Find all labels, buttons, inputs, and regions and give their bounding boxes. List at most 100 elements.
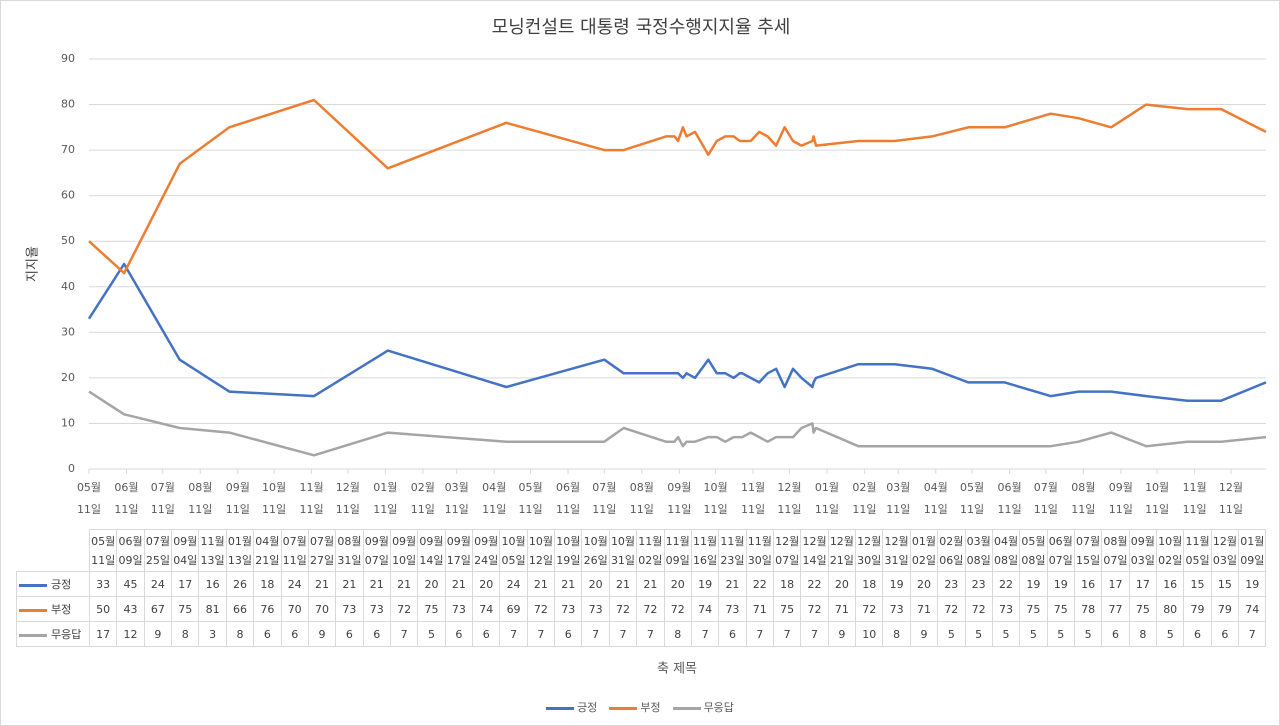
table-cell: 7 [800,621,829,647]
legend-key [19,608,47,612]
table-cell: 6 [1210,621,1240,647]
table-cell: 71 [909,596,939,622]
column-header: 05월 11일 [88,529,118,572]
table-cell: 18 [772,571,802,597]
row-header: 긍정 [16,571,90,597]
legend-key [19,633,47,637]
table-cell: 21 [444,571,474,597]
x-tick-label: 07월 11일 [150,481,175,516]
table-cell: 6 [1101,621,1130,647]
table-cell: 3 [198,621,227,647]
y-tick-label: 20 [61,371,75,384]
table-cell: 75 [1046,596,1075,622]
table-cell: 8 [882,621,911,647]
table-cell: 5 [1046,621,1075,647]
column-header: 07월 15일 [1073,529,1103,572]
table-cell: 6 [362,621,391,647]
table-row: 부정 50 43 67 75 81 66 76 70 70 73 73 72 75 73 74 69 72 73 73… [16,596,1267,622]
y-tick-label: 90 [61,52,75,65]
table-cell: 72 [526,596,556,622]
x-tick-label: 11월 11일 [299,481,324,516]
column-header: 10월 19일 [554,529,583,572]
table-cell: 17 [1101,571,1130,597]
table-cell: 5 [417,621,446,647]
table-cell: 22 [800,571,829,597]
column-header: 04월 21일 [253,529,282,572]
table-cell: 5 [1073,621,1103,647]
column-header: 11월 09일 [663,529,692,572]
table-cell: 50 [88,596,118,622]
table-cell: 18 [855,571,884,597]
x-tick-label: 06월 11일 [997,481,1022,516]
table-cell: 74 [1238,596,1267,622]
legend-item: 긍정 [546,701,597,714]
table-cell: 17 [88,621,118,647]
column-header: 09월 10일 [389,529,419,572]
table-cell: 6 [718,621,747,647]
column-header: 10월 05일 [499,529,528,572]
table-cell: 7 [1238,621,1267,647]
column-header: 10월 26일 [581,529,610,572]
legend-key [609,706,638,710]
column-header: 07월 27일 [307,529,337,572]
table-cell: 7 [581,621,610,647]
table-cell: 8 [1128,621,1158,647]
table-cell: 72 [663,596,692,622]
table-cell: 5 [991,621,1021,647]
table-cell: 9 [909,621,939,647]
legend: 긍정 부정 무응답 [1,699,1279,715]
table-cell: 18 [253,571,282,597]
column-header: 02월 06일 [937,529,966,572]
table-cell: 24 [280,571,309,597]
table-cell: 23 [964,571,993,597]
table-cell: 7 [526,621,556,647]
legend-label: 부정 [640,701,661,714]
table-cell: 10 [855,621,884,647]
table-cell: 21 [335,571,364,597]
column-header: 03월 08일 [964,529,993,572]
table-cell: 72 [937,596,966,622]
table-cell: 73 [581,596,610,622]
column-header: 01월 09일 [1238,529,1267,572]
table-cell: 72 [389,596,419,622]
table-cell: 75 [1019,596,1048,622]
table-cell: 81 [198,596,227,622]
legend-item: 무응답 [672,701,734,714]
x-tick-label: 07월 11일 [1033,481,1058,516]
y-tick-label: 10 [61,416,75,429]
x-tick-label: 02월 11일 [852,481,877,516]
table-cell: 6 [253,621,282,647]
table-row: 무응답 17 12 9 8 3 8 6 6 9 6 6 7 5 6 6 7 7 6 7 7 7 8 7 6 7 7 7 9 10 8 9 5 5 5… [16,621,1267,647]
table-cell: 71 [745,596,774,622]
column-header: 01월 02일 [909,529,939,572]
table-cell: 6 [280,621,309,647]
column-header: 09월 07일 [362,529,391,572]
column-header: 10월 12일 [526,529,556,572]
x-tick-label: 08월 11일 [629,481,654,516]
table-cell: 21 [362,571,391,597]
table-cell: 21 [389,571,419,597]
legend-key [546,706,575,710]
legend-key [672,706,701,710]
table-cell: 74 [690,596,720,622]
table-cell: 19 [1019,571,1048,597]
table-cell: 8 [225,621,255,647]
table-cell: 7 [772,621,802,647]
x-tick-label: 06월 11일 [555,481,581,516]
column-header: 09월 04일 [171,529,200,572]
x-tick-label: 11월 11일 [741,481,766,516]
table-cell: 79 [1183,596,1212,622]
table-cell: 7 [745,621,774,647]
table-cell: 16 [1156,571,1185,597]
column-header: 10월 31일 [608,529,638,572]
table-cell: 20 [663,571,692,597]
column-header: 12월 14일 [800,529,829,572]
table-cell: 5 [937,621,966,647]
x-tick-label: 09월 11일 [225,481,250,516]
table-cell: 73 [444,596,474,622]
column-header: 11월 16일 [690,529,720,572]
column-header: 05월 08일 [1019,529,1048,572]
table-cell: 80 [1156,596,1185,622]
table-cell: 19 [1238,571,1267,597]
table-cell: 73 [335,596,364,622]
